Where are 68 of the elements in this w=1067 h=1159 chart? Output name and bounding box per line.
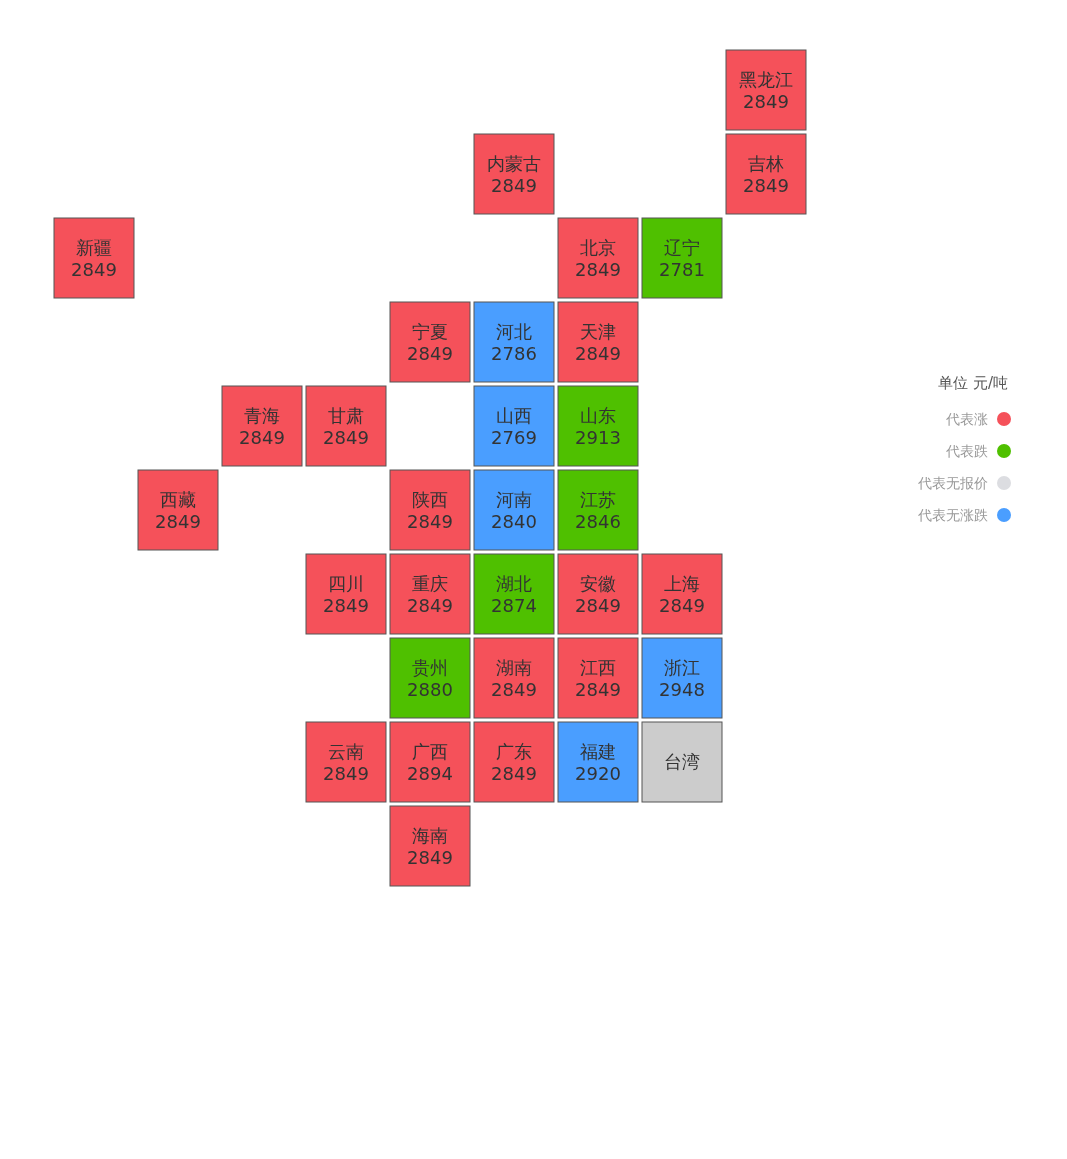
data-label: 2840 — [491, 511, 537, 532]
category-label: 湖南 — [496, 657, 532, 678]
data-label: 2849 — [407, 595, 453, 616]
data-label: 2880 — [407, 679, 453, 700]
category-label: 安徽 — [580, 573, 616, 594]
data-label: 2849 — [659, 595, 705, 616]
category-label: 陕西 — [412, 489, 448, 510]
data-label: 2849 — [743, 91, 789, 112]
category-label: 海南 — [412, 825, 448, 846]
category-label: 甘肃 — [328, 405, 364, 426]
data-label: 2849 — [491, 763, 537, 784]
legend-label: 代表无涨跌 — [917, 507, 988, 523]
data-label: 2846 — [575, 511, 621, 532]
category-label: 贵州 — [412, 657, 448, 678]
category-label: 新疆 — [76, 237, 112, 258]
category-label: 云南 — [328, 741, 364, 762]
data-label: 2849 — [323, 763, 369, 784]
legend-label: 代表涨 — [945, 411, 988, 427]
data-label: 2874 — [491, 595, 537, 616]
category-label: 河北 — [496, 321, 532, 342]
data-label: 2849 — [575, 595, 621, 616]
category-label: 内蒙古 — [487, 153, 541, 174]
category-label: 辽宁 — [664, 237, 700, 258]
data-label: 2849 — [71, 259, 117, 280]
category-label: 西藏 — [160, 489, 196, 510]
data-label: 2913 — [575, 427, 621, 448]
data-label: 2849 — [407, 343, 453, 364]
category-label: 北京 — [580, 237, 616, 258]
data-label: 2849 — [323, 427, 369, 448]
data-label: 2849 — [155, 511, 201, 532]
category-label: 江苏 — [580, 489, 616, 510]
data-label: 2849 — [575, 343, 621, 364]
data-label: 2894 — [407, 763, 453, 784]
data-label: 2781 — [659, 259, 705, 280]
category-label: 宁夏 — [412, 321, 448, 342]
category-label: 山东 — [580, 405, 616, 426]
category-label: 青海 — [244, 405, 280, 426]
legend-label: 代表跌 — [945, 443, 988, 459]
category-label: 上海 — [664, 573, 700, 594]
category-label: 广东 — [496, 741, 532, 762]
data-label: 2849 — [323, 595, 369, 616]
data-label: 2849 — [575, 679, 621, 700]
data-label: 2849 — [491, 175, 537, 196]
data-label: 2786 — [491, 343, 537, 364]
category-label: 江西 — [580, 657, 616, 678]
legend-title: 单位 元/吨 — [938, 374, 1008, 392]
category-label: 重庆 — [412, 573, 448, 594]
category-label: 湖北 — [496, 573, 532, 594]
category-label: 河南 — [496, 489, 532, 510]
category-label: 广西 — [412, 741, 448, 762]
legend-label: 代表无报价 — [917, 475, 988, 491]
category-label: 山西 — [496, 405, 532, 426]
data-label: 2948 — [659, 679, 705, 700]
data-label: 2849 — [407, 511, 453, 532]
category-label: 台湾 — [664, 751, 700, 772]
category-label: 天津 — [580, 321, 616, 342]
category-label: 浙江 — [664, 657, 700, 678]
category-label: 四川 — [328, 573, 364, 594]
data-label: 2849 — [407, 847, 453, 868]
data-label: 2849 — [239, 427, 285, 448]
category-label: 黑龙江 — [739, 69, 793, 90]
data-label: 2849 — [491, 679, 537, 700]
data-label: 2849 — [743, 175, 789, 196]
data-label: 2769 — [491, 427, 537, 448]
data-label: 2920 — [575, 763, 621, 784]
data-label: 2849 — [575, 259, 621, 280]
category-label: 福建 — [580, 741, 616, 762]
category-label: 吉林 — [748, 153, 784, 174]
